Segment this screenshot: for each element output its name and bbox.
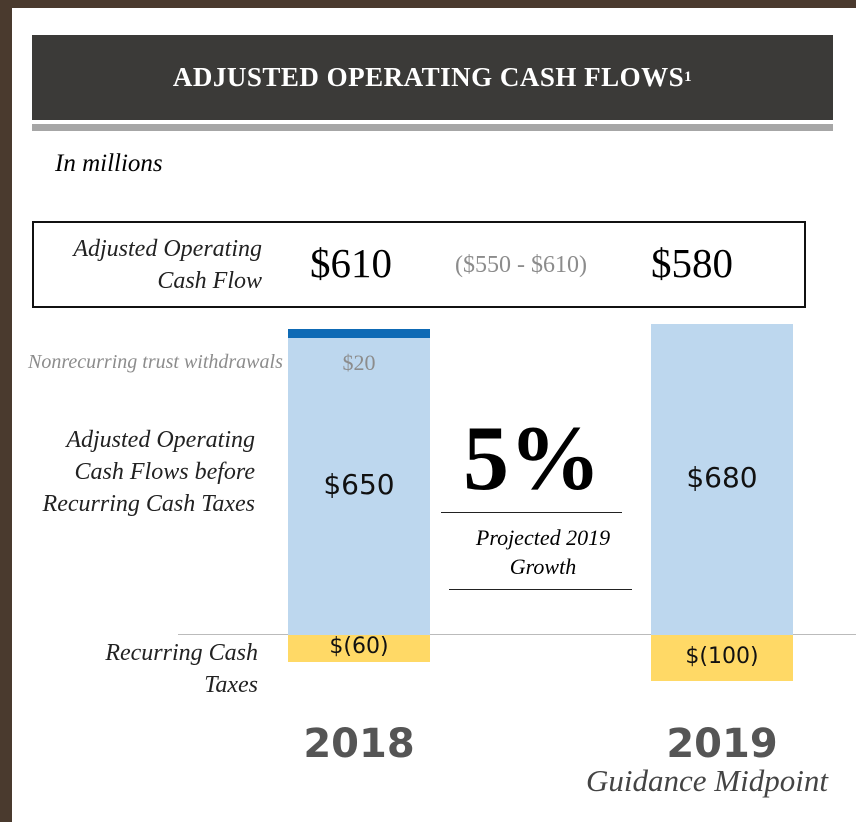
title-footnote: 1 — [684, 69, 693, 85]
growth-caption: Projected 2019 Growth — [475, 525, 611, 579]
summary-box — [32, 221, 806, 308]
title-rule — [32, 124, 833, 131]
value-label: $(60) — [329, 634, 389, 660]
bar — [651, 635, 793, 681]
value-label: $680 — [686, 461, 758, 495]
summary-label: Adjusted Operating Cash Flow — [73, 236, 262, 294]
summary-range: ($550 - $610) — [455, 252, 587, 278]
value-label: $650 — [323, 468, 395, 502]
bar — [651, 324, 793, 635]
value-label: $(100) — [685, 643, 759, 669]
title-bar: ADJUSTED OPERATING CASH FLOWS 1 — [32, 35, 833, 120]
summary-left: $610 — [310, 240, 392, 286]
value-label: $20 — [342, 349, 376, 375]
baseline — [178, 634, 856, 635]
growth-value: 5% — [463, 407, 601, 509]
category-label: 2018 — [303, 721, 415, 767]
bar — [288, 328, 430, 338]
series-label: Adjusted Operating Cash Flows before Rec… — [42, 427, 255, 517]
category-note: Guidance Midpoint — [586, 763, 828, 798]
growth-rule — [441, 512, 622, 513]
bar — [288, 635, 430, 663]
title: ADJUSTED OPERATING CASH FLOWS — [172, 62, 685, 92]
category-label: 2019 — [666, 721, 778, 767]
subtitle: In millions — [55, 150, 163, 177]
series-label: Recurring Cash Taxes — [105, 640, 258, 698]
series-label: Nonrecurring trust withdrawals — [28, 351, 283, 373]
bar — [288, 337, 430, 635]
growth-rule — [449, 589, 632, 590]
summary-right: $580 — [651, 240, 733, 286]
